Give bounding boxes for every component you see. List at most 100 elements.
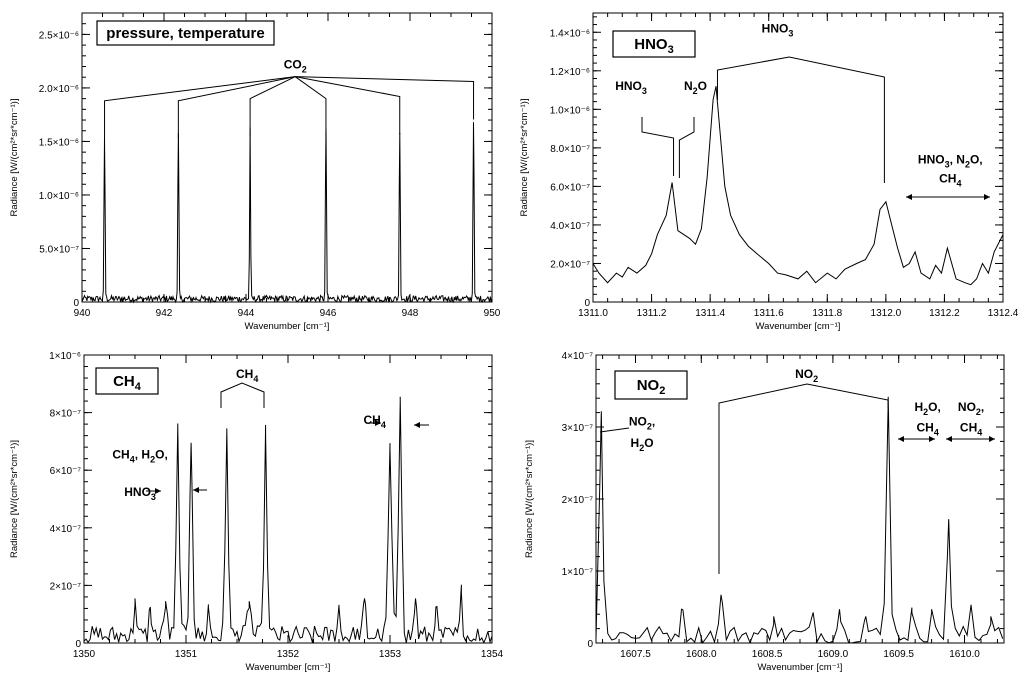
no2-ch4-range-arrow-l-head — [946, 436, 952, 442]
y-tick-label: 2×10⁻⁷ — [50, 581, 82, 592]
species-label-box — [612, 30, 696, 58]
no2-h2o-a-annotation: NO2, — [629, 415, 655, 432]
x-tick-label: 1354 — [481, 649, 504, 660]
x-tick-label: 1311.4 — [695, 308, 725, 319]
x-tick-label: 1608.0 — [686, 649, 717, 660]
species-label: NO2 — [637, 377, 666, 397]
ch4-h2o-hno3-1-annotation: CH4, H2O, — [112, 448, 167, 465]
y-axis-label: Radiance [W/(cm²*sr*cm⁻¹)] — [9, 99, 20, 217]
hno3-range-arrow-l-head — [906, 194, 912, 200]
x-tick-label: 1311.0 — [578, 308, 608, 319]
y-tick-label: 1.0×10⁻⁶ — [550, 105, 590, 116]
y-tick-label: 0 — [73, 298, 79, 309]
h2o-ch4-a-annotation: H2O, — [914, 400, 940, 417]
y-axis-label: Radiance [W/(cm²*sr*cm⁻¹)] — [524, 440, 535, 558]
x-axis-label: Wavenumber [cm⁻¹] — [245, 321, 330, 332]
no2-ch4-b-annotation: CH4 — [960, 420, 982, 437]
no2-top-annotation: NO2 — [795, 367, 818, 384]
species-label-box — [96, 20, 275, 46]
h2o-ch4-b-annotation: CH4 — [916, 420, 938, 437]
co2-leader-3 — [294, 76, 327, 137]
hno3-range-arrow-r-head — [984, 194, 990, 200]
ch4-h2o-hno3-2-annotation: HNO3 — [124, 485, 156, 502]
x-tick-label: 1609.0 — [818, 649, 849, 660]
y-tick-label: 5.0×10⁻⁷ — [39, 244, 79, 255]
x-tick-label: 1351 — [175, 649, 198, 660]
h2o-ch4-range-arrow-r-head — [929, 436, 935, 442]
y-tick-label: 1.0×10⁻⁶ — [39, 191, 79, 202]
x-tick-label: 1312.4 — [988, 308, 1018, 319]
h2o-ch4-range-arrow-l-head — [898, 436, 904, 442]
x-axis-label: Wavenumber [cm⁻¹] — [758, 662, 843, 673]
ch4-arrow-left-head — [375, 420, 381, 426]
x-tick-label: 1609.5 — [883, 649, 914, 660]
hno3-left-bracket — [641, 117, 675, 176]
n2o-annotation: N2O — [684, 79, 707, 96]
x-tick-label: 1608.5 — [752, 649, 783, 660]
x-tick-label: 1311.8 — [812, 308, 842, 319]
ch4-arrow-right-head — [414, 422, 420, 428]
co2-leader-0 — [104, 76, 296, 139]
x-tick-label: 1312.0 — [871, 308, 902, 319]
species-label: HNO3 — [634, 36, 673, 56]
species-label: CH4 — [113, 373, 142, 393]
x-tick-label: 944 — [238, 308, 255, 319]
x-axis-label: Wavenumber [cm⁻¹] — [756, 321, 841, 332]
ch4-top-bracket — [220, 382, 265, 408]
panel-no2: 1607.5 1608.0 1608.5 1609.0 1609.5 1610.0 0 1×1… — [524, 351, 1005, 673]
x-tick-label: 940 — [74, 308, 91, 319]
y-tick-label: 1.5×10⁻⁶ — [39, 137, 79, 148]
y-tick-label: 8.0×10⁻⁷ — [550, 144, 590, 155]
hno3-left-annotation: HNO3 — [615, 79, 647, 96]
hno3-n2o-ch4-b-annotation: CH4 — [939, 172, 961, 189]
x-tick-label: 1607.5 — [620, 649, 651, 660]
species-label-box — [95, 367, 159, 395]
n2o-bracket — [678, 117, 695, 178]
y-tick-label: 6.0×10⁻⁷ — [550, 182, 590, 193]
y-tick-label: 1×10⁻⁷ — [562, 567, 594, 578]
y-tick-label: 0 — [584, 298, 590, 309]
co2-leader-4 — [295, 76, 401, 135]
x-tick-label: 1311.2 — [637, 308, 667, 319]
no2-main-bracket — [718, 383, 889, 574]
y-tick-label: 0 — [587, 639, 593, 650]
y-tick-label: 2.0×10⁻⁷ — [550, 259, 590, 270]
ch4-right-annotation: CH4 — [364, 413, 386, 430]
panel-hno3: 1311.0 1311.2 1311.4 1311.6 1311.8 1312.0 1312… — [519, 12, 1018, 332]
no2-h2o-b-annotation: H2O — [631, 436, 654, 453]
x-tick-label: 942 — [156, 308, 173, 319]
co2-leader-5 — [295, 76, 475, 120]
y-tick-label: 2.0×10⁻⁶ — [39, 84, 79, 95]
y-axis-label: Radiance [W/(cm²*sr*cm⁻¹)] — [9, 440, 20, 558]
y-tick-label: 6×10⁻⁷ — [50, 466, 82, 477]
y-tick-label: 0 — [75, 639, 81, 650]
spectrum-line — [83, 396, 493, 644]
x-tick-label: 1350 — [73, 649, 96, 660]
x-tick-label: 1352 — [277, 649, 300, 660]
hno3-top-annotation: HNO3 — [762, 21, 794, 38]
co2-leader-1 — [177, 76, 296, 139]
y-tick-label: 2×10⁻⁷ — [562, 495, 594, 506]
hno3-n2o-ch4-a-annotation: HNO3, N2O, — [918, 152, 983, 169]
y-tick-label: 1.2×10⁻⁶ — [550, 67, 590, 78]
species-label: pressure, temperature — [106, 25, 264, 42]
spectrum-line — [595, 396, 1004, 644]
no2-h2o-leader — [599, 427, 630, 433]
ch4-h2o-arrow-right-head — [193, 487, 199, 493]
x-tick-label: 946 — [320, 308, 337, 319]
no2-ch4-range-arrow-r-head — [989, 436, 995, 442]
x-tick-label: 1610.0 — [949, 649, 980, 660]
x-tick-label: 950 — [484, 308, 501, 319]
plot-frame — [81, 12, 493, 303]
species-label-box — [614, 370, 688, 400]
co2-leader-2 — [249, 76, 296, 137]
panel-ch4: 1350 1351 1352 1353 1354 0 2×10⁻⁷ 4×10⁻⁷ 6×10⁻⁷ 8… — [9, 351, 504, 673]
co2-annotation: CO2 — [284, 58, 307, 75]
ch4-h2o-arrow-left-head — [155, 488, 161, 494]
x-axis-label: Wavenumber [cm⁻¹] — [246, 662, 331, 673]
spectrum-line — [592, 86, 1004, 286]
no2-ch4-a-annotation: NO2, — [958, 400, 984, 417]
y-tick-label: 4×10⁻⁷ — [562, 351, 594, 362]
y-tick-label: 8×10⁻⁷ — [50, 409, 82, 420]
